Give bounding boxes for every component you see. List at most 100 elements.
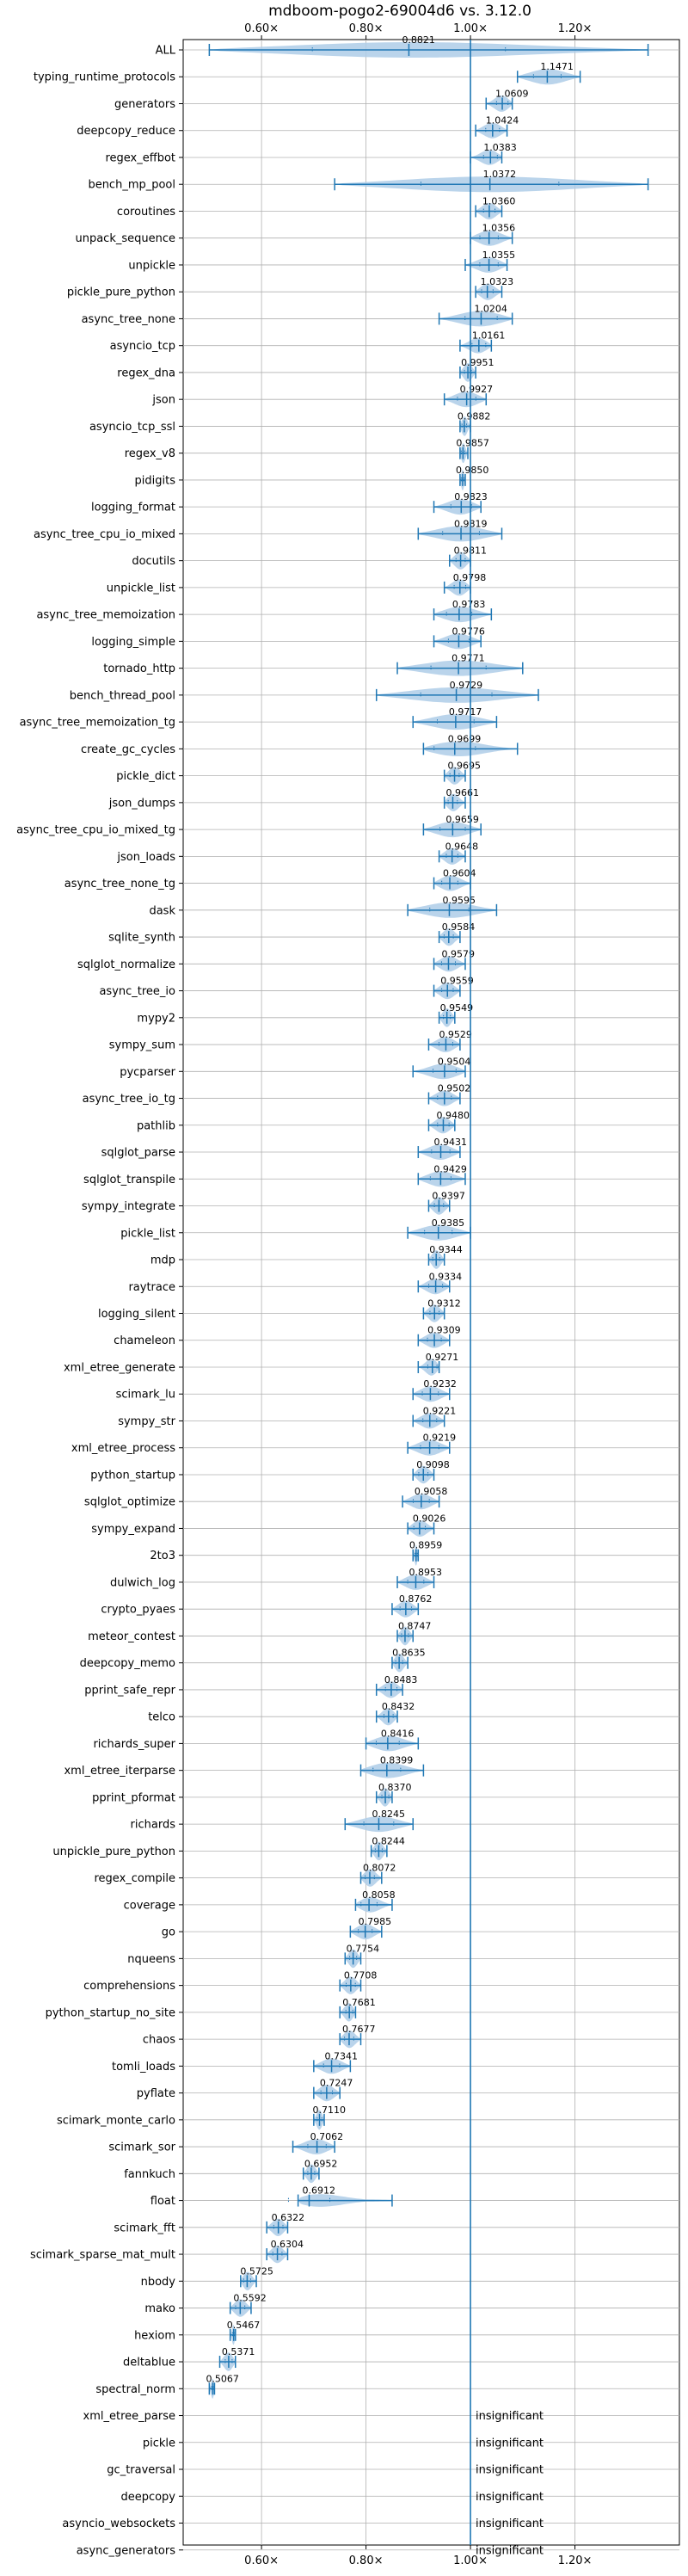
y-tick-label: dask bbox=[149, 904, 175, 917]
y-tick-label: unpickle bbox=[128, 259, 175, 272]
insignificant-label: insignificant bbox=[476, 2544, 544, 2557]
median-value-label: 0.8245 bbox=[372, 1809, 405, 1820]
y-tick-label: pyflate bbox=[137, 2087, 175, 2100]
y-tick-label: scimark_monte_carlo bbox=[57, 2114, 175, 2127]
y-tick-label: pprint_pformat bbox=[92, 1791, 175, 1804]
median-value-label: 1.0383 bbox=[483, 142, 517, 153]
x-tick-label-bottom: 0.60× bbox=[244, 2554, 279, 2567]
y-tick-label: asyncio_websockets bbox=[62, 2517, 175, 2530]
median-value-label: 0.9648 bbox=[445, 841, 479, 852]
y-tick-label: logging_simple bbox=[91, 636, 175, 649]
median-value-label: 0.6952 bbox=[304, 2158, 338, 2169]
y-tick-label: pickle_pure_python bbox=[67, 287, 175, 299]
median-value-label: 0.9219 bbox=[423, 1433, 457, 1444]
y-tick-label: regex_v8 bbox=[125, 447, 175, 460]
median-value-label: 0.9480 bbox=[436, 1110, 470, 1121]
y-tick-label: sympy_integrate bbox=[82, 1200, 175, 1213]
median-value-label: 0.9385 bbox=[432, 1217, 465, 1229]
y-tick-label: scimark_fft bbox=[114, 2222, 175, 2234]
y-tick-label: sympy_sum bbox=[109, 1039, 175, 1052]
y-tick-label: gc_traversal bbox=[107, 2464, 175, 2477]
median-value-label: 0.9344 bbox=[429, 1244, 462, 1255]
y-tick-label: async_tree_io_tg bbox=[83, 1093, 175, 1106]
median-value-label: 0.9927 bbox=[460, 384, 494, 395]
median-value-label: 0.9783 bbox=[452, 599, 486, 610]
insignificant-label: insignificant bbox=[476, 2517, 544, 2530]
median-value-label: 0.9529 bbox=[439, 1029, 471, 1040]
y-tick-label: async_tree_cpu_io_mixed bbox=[34, 528, 175, 541]
median-value-label: 1.0161 bbox=[472, 330, 506, 342]
median-value-label: 0.9699 bbox=[448, 733, 482, 744]
y-tick-label: bench_thread_pool bbox=[70, 689, 175, 702]
y-tick-label: mdp bbox=[150, 1254, 175, 1267]
y-tick-label: xml_etree_iterparse bbox=[64, 1765, 175, 1778]
y-tick-label: tornado_http bbox=[103, 662, 175, 675]
median-value-label: 0.8959 bbox=[409, 1540, 442, 1551]
y-tick-label: mako bbox=[144, 2302, 175, 2315]
y-tick-label: typing_runtime_protocols bbox=[34, 71, 175, 84]
y-tick-label: logging_format bbox=[91, 502, 175, 515]
y-tick-label: pidigits bbox=[135, 474, 176, 487]
y-tick-label: pickle bbox=[143, 2437, 175, 2450]
y-tick-label: async_tree_memoization_tg bbox=[20, 717, 175, 730]
y-tick-label: deepcopy_reduce bbox=[77, 125, 175, 138]
y-tick-label: logging_silent bbox=[98, 1308, 175, 1321]
y-tick-label: asyncio_tcp bbox=[110, 340, 175, 353]
median-value-label: 0.6322 bbox=[272, 2212, 305, 2223]
insignificant-label: insignificant bbox=[476, 2410, 544, 2423]
y-tick-label: pathlib bbox=[137, 1119, 175, 1132]
median-value-label: 0.5067 bbox=[206, 2373, 239, 2384]
y-tick-label: sqlglot_parse bbox=[101, 1147, 175, 1160]
median-value-label: 0.5371 bbox=[222, 2346, 255, 2357]
median-value-label: 0.9584 bbox=[442, 921, 476, 933]
y-tick-label: async_tree_cpu_io_mixed_tg bbox=[16, 824, 175, 837]
median-value-label: 0.8821 bbox=[402, 34, 435, 46]
y-tick-label: async_tree_none bbox=[82, 313, 175, 326]
x-tick-label-top: 1.00× bbox=[453, 22, 488, 35]
y-tick-label: unpickle_list bbox=[107, 582, 175, 595]
median-value-label: 0.8399 bbox=[380, 1755, 414, 1766]
median-value-label: 0.8635 bbox=[392, 1648, 426, 1659]
median-value-label: 0.9559 bbox=[440, 976, 474, 987]
median-value-label: 1.0323 bbox=[481, 276, 514, 287]
median-value-label: 0.9098 bbox=[416, 1459, 450, 1470]
y-tick-label: generators bbox=[114, 98, 175, 111]
y-tick-label: async_tree_io bbox=[99, 985, 175, 998]
y-tick-label: ALL bbox=[156, 45, 176, 58]
median-value-label: 0.9951 bbox=[461, 357, 494, 368]
y-tick-label: mypy2 bbox=[137, 1012, 175, 1025]
plot-frame bbox=[182, 39, 680, 2546]
median-value-label: 0.9579 bbox=[441, 948, 475, 959]
median-value-label: 0.9850 bbox=[456, 465, 489, 476]
median-value-label: 0.5725 bbox=[240, 2265, 273, 2277]
y-tick-label: raytrace bbox=[128, 1281, 175, 1294]
median-value-label: 0.9695 bbox=[448, 761, 482, 772]
y-tick-label: xml_etree_process bbox=[71, 1442, 175, 1455]
chart-title: mdboom-pogo2-69004d6 vs. 3.12.0 bbox=[268, 3, 531, 20]
y-tick-label: async_tree_memoization bbox=[36, 609, 175, 622]
median-value-label: 0.9857 bbox=[456, 438, 489, 449]
median-value-label: 0.8058 bbox=[362, 1889, 396, 1901]
y-tick-label: dulwich_log bbox=[110, 1576, 175, 1589]
y-tick-label: xml_etree_parse bbox=[83, 2410, 175, 2423]
median-value-label: 0.9659 bbox=[445, 814, 479, 825]
median-value-label: 1.0372 bbox=[483, 169, 517, 180]
median-value-label: 0.9232 bbox=[423, 1378, 457, 1390]
median-value-label: 0.8747 bbox=[398, 1620, 432, 1631]
median-value-label: 0.8244 bbox=[372, 1835, 405, 1846]
y-tick-label: sqlglot_transpile bbox=[83, 1174, 175, 1186]
y-tick-label: deltablue bbox=[123, 2357, 175, 2370]
median-value-label: 0.9431 bbox=[433, 1137, 467, 1148]
y-tick-label: comprehensions bbox=[83, 1980, 175, 1993]
y-tick-label: chameleon bbox=[114, 1334, 175, 1347]
y-tick-label: unpack_sequence bbox=[75, 232, 175, 245]
y-tick-label: go bbox=[162, 1926, 175, 1939]
median-value-label: 0.6912 bbox=[302, 2185, 335, 2197]
median-value-label: 0.5467 bbox=[227, 2320, 261, 2331]
y-tick-label: richards bbox=[131, 1819, 176, 1832]
median-value-label: 0.9397 bbox=[432, 1191, 465, 1202]
insignificant-label: insignificant bbox=[476, 2491, 544, 2504]
y-tick-label: regex_effbot bbox=[105, 151, 175, 164]
